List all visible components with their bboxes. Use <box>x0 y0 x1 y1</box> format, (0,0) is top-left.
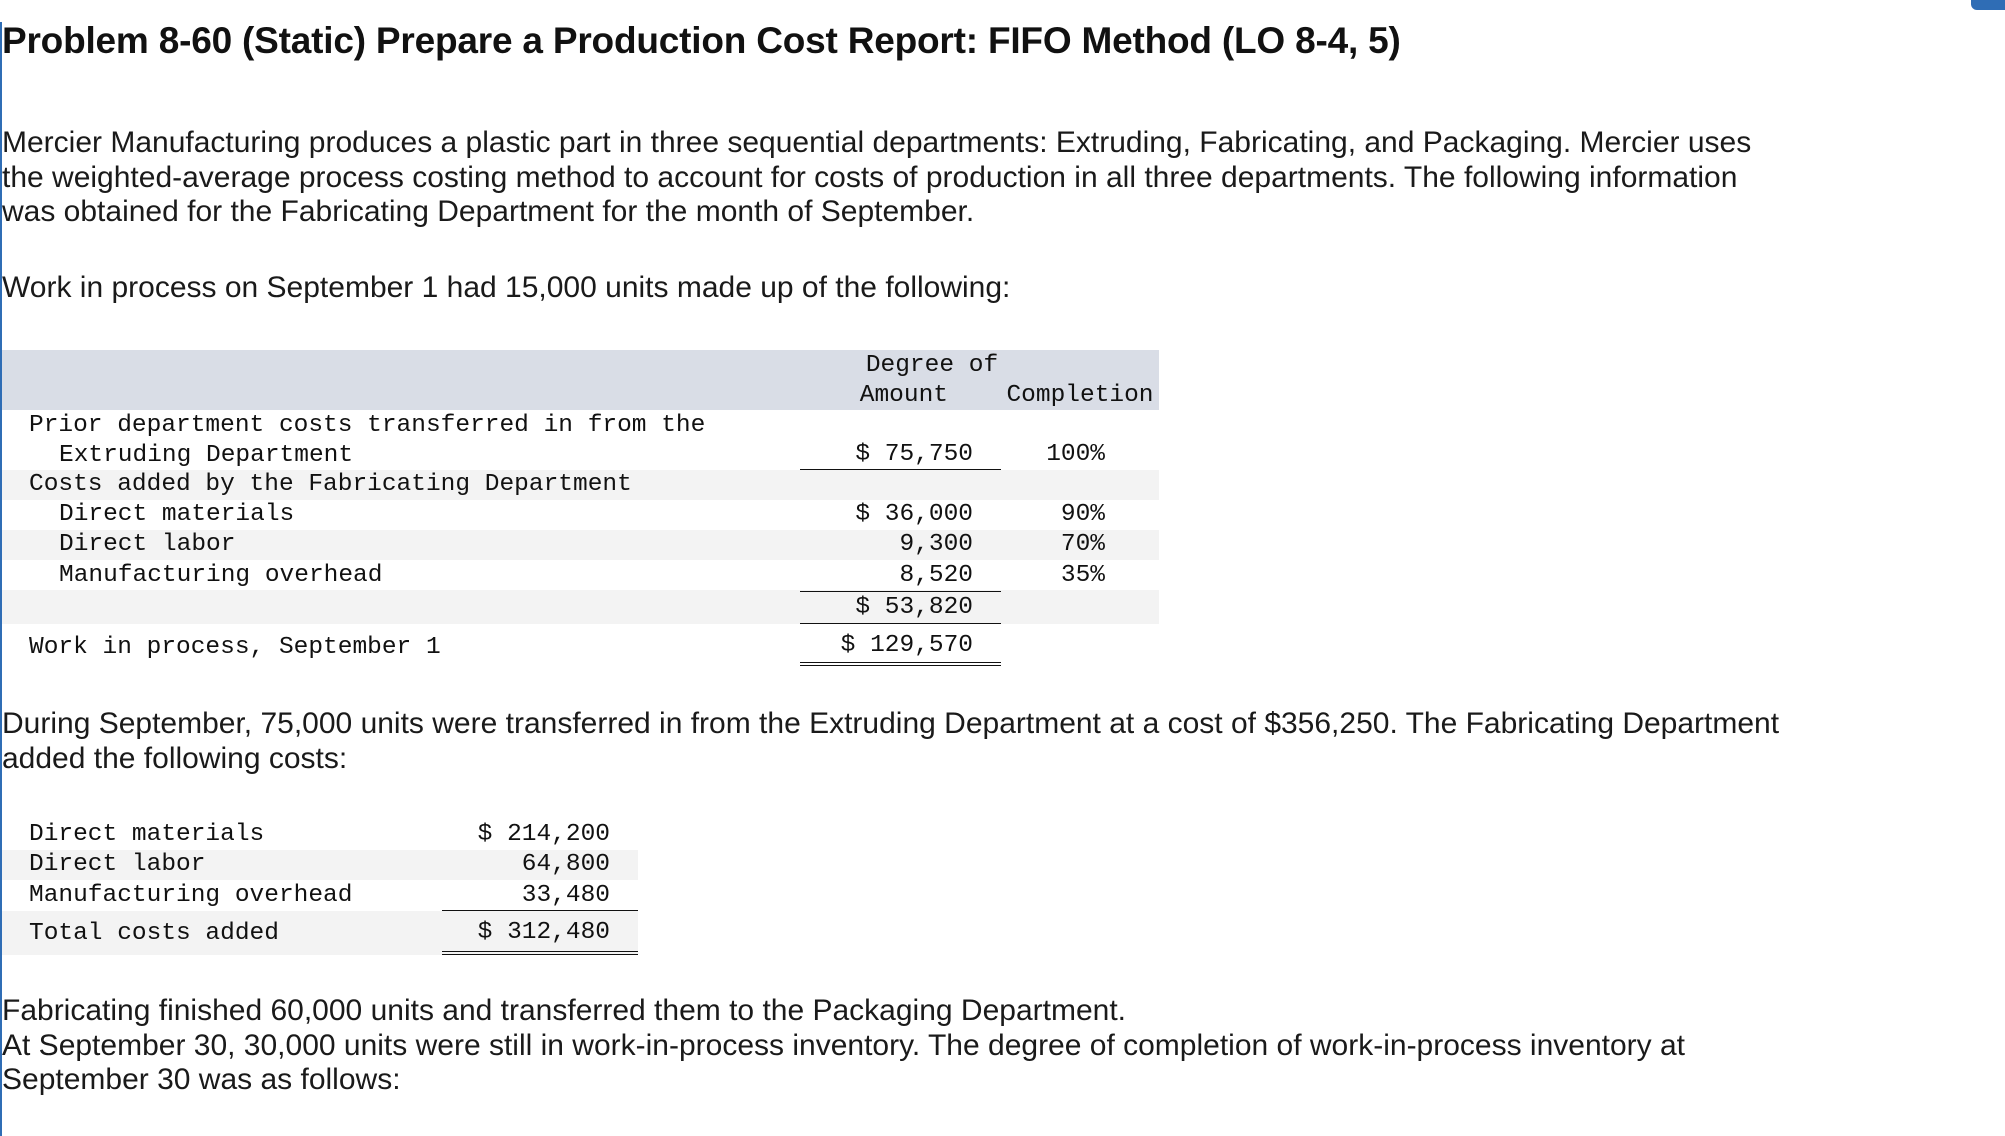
wip-table-stripe <box>2 590 1159 624</box>
left-border-rule <box>0 22 2 1136</box>
wip-subtotal-underline <box>800 623 1001 624</box>
september-text-line-1: During September, 75,000 units were tran… <box>2 707 1780 740</box>
wip-table-header-band <box>2 350 1159 410</box>
closing-line-2: At September 30, 30,000 units were still… <box>2 1028 1686 1062</box>
intro-line-1: Mercier Manufacturing produces a plastic… <box>2 126 1752 159</box>
cost-row-amount: 33,480 <box>521 882 610 909</box>
cost-row-amount: $ 214,200 <box>477 821 610 848</box>
wip-col-degree-header-1: Degree of <box>865 352 999 379</box>
wip-row-degree: 70% <box>1060 531 1105 558</box>
wip-row-label: Direct labor <box>59 531 236 558</box>
wip-total-amount: $ 129,570 <box>840 632 973 659</box>
wip-col-degree-header-2: Completion <box>1006 382 1154 409</box>
total-costs-label: Total costs added <box>29 920 279 947</box>
prior-costs-underline <box>800 469 1001 470</box>
prior-costs-amount: $ 75,750 <box>855 441 973 468</box>
cost-row-amount: 64,800 <box>521 851 610 878</box>
wip-row-degree: 90% <box>1060 501 1105 528</box>
closing-line-3: September 30 was as follows: <box>2 1063 401 1096</box>
costs-table-stripe <box>2 850 638 880</box>
wip-row-amount: 9,300 <box>899 531 973 558</box>
wip-row-label: Direct materials <box>59 501 295 528</box>
wip-row-degree: 35% <box>1060 562 1105 589</box>
total-costs-double-rule <box>442 951 638 955</box>
cost-row-label: Direct materials <box>29 821 265 848</box>
wip-table-stripe <box>2 470 1159 500</box>
total-costs-amount: $ 312,480 <box>477 919 610 946</box>
september-text-line-2: added the following costs: <box>2 741 348 775</box>
prior-costs-degree: 100% <box>1046 441 1105 468</box>
costs-added-label: Costs added by the Fabricating Departmen… <box>29 471 632 498</box>
wip-row-label: Manufacturing overhead <box>59 562 383 589</box>
wip-row-amount: $ 36,000 <box>855 501 973 528</box>
intro-line-2: the weighted-average process costing met… <box>2 160 1738 194</box>
cost-row-label: Direct labor <box>29 851 206 878</box>
corner-tab <box>1971 0 2005 10</box>
prior-costs-label-2: Extruding Department <box>59 442 354 469</box>
closing-line-1: Fabricating finished 60,000 units and tr… <box>2 994 1126 1027</box>
wip-rows-underline <box>800 591 1001 592</box>
prior-costs-label-1: Prior department costs transferred in fr… <box>29 412 706 439</box>
wip-total-label: Work in process, September 1 <box>29 634 441 661</box>
wip-col-amount-header: Amount <box>859 382 948 409</box>
wip-total-double-rule <box>800 662 1001 666</box>
problem-title: Problem 8-60 (Static) Prepare a Producti… <box>2 20 1401 61</box>
cost-row-label: Manufacturing overhead <box>29 882 353 909</box>
wip-subtotal: $ 53,820 <box>855 594 973 621</box>
cost-rows-underline <box>442 910 638 911</box>
intro-line-3: was obtained for the Fabricating Departm… <box>2 195 975 228</box>
wip-row-amount: 8,520 <box>899 562 973 589</box>
wip-intro-text: Work in process on September 1 had 15,00… <box>2 271 1011 304</box>
wip-table-stripe <box>2 530 1159 560</box>
costs-table-stripe <box>2 911 638 955</box>
